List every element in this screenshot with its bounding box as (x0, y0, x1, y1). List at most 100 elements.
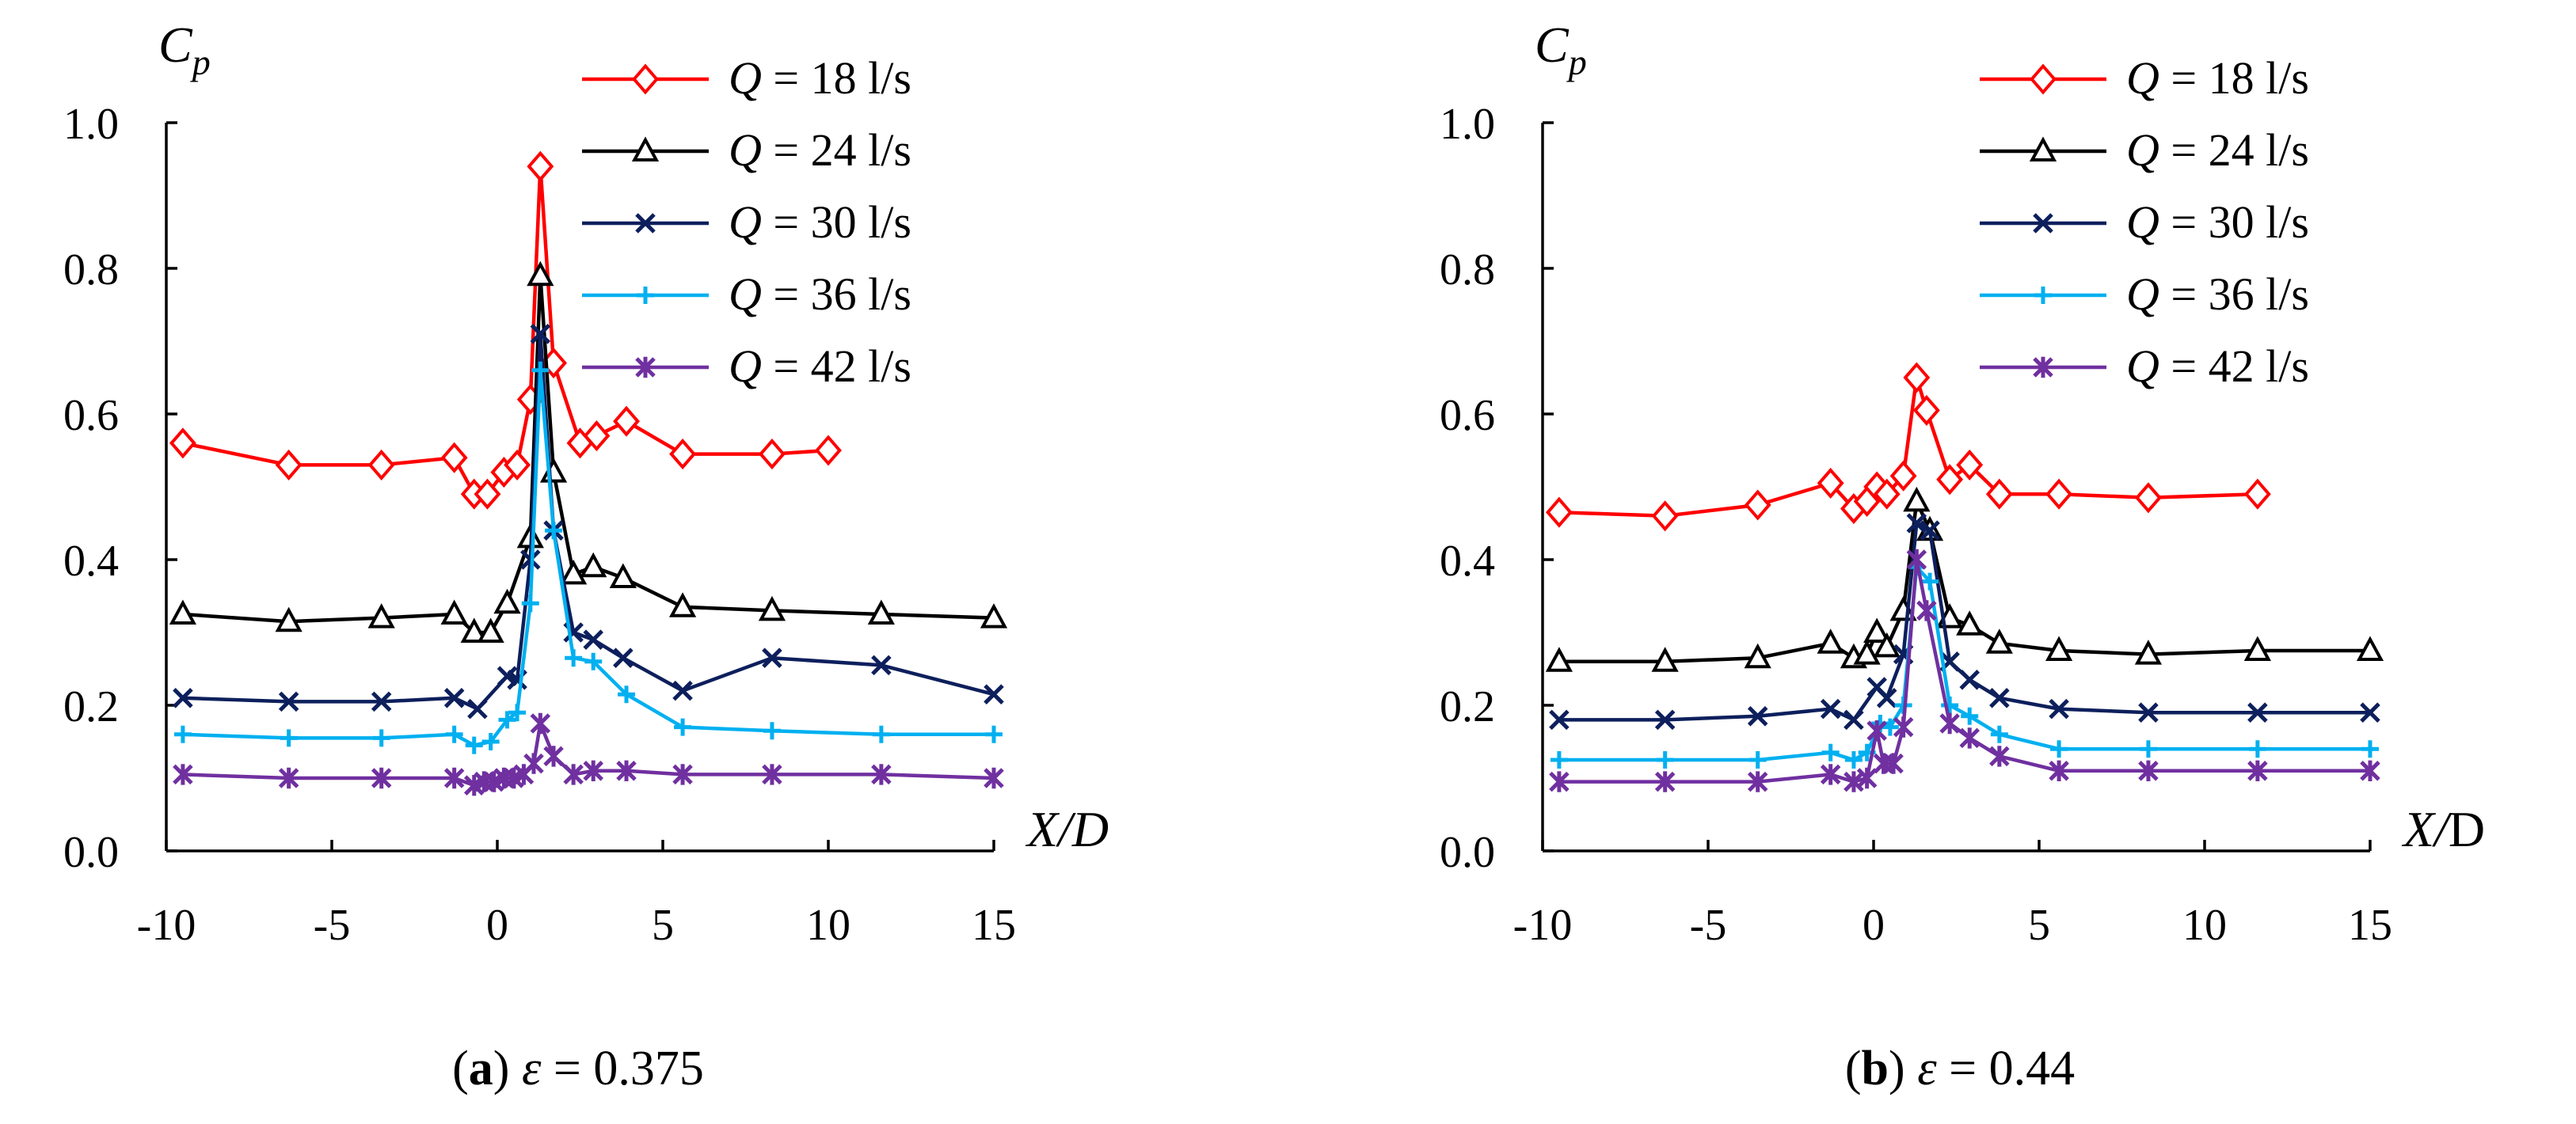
data-point (2050, 740, 2068, 758)
data-point (1748, 751, 1767, 769)
data-point (527, 260, 554, 287)
y-tick-label: 0.2 (63, 682, 119, 731)
x-axis-title-part: D (1071, 801, 1109, 857)
x-tick-label: 5 (2028, 901, 2050, 950)
data-point (871, 655, 892, 676)
caption-epsilon: ε (522, 1042, 542, 1096)
data-point (1985, 478, 2013, 510)
legend-label: Q = 24 l/s (729, 124, 911, 176)
series-q36 (173, 361, 1003, 754)
caption-value: = 0.375 (541, 1042, 703, 1096)
data-point (1989, 746, 2010, 767)
y-tick-label: 0.0 (63, 828, 119, 877)
data-point (2248, 740, 2266, 758)
caption-paren: ) (493, 1042, 522, 1096)
legend-swatch-marker (2033, 356, 2053, 378)
data-point (985, 725, 1003, 743)
data-point (173, 688, 193, 708)
data-point (443, 767, 465, 789)
data-point (445, 725, 463, 743)
legend-label: Q = 18 l/s (729, 52, 911, 104)
panel-b: 0.0 0.2 0.4 0.6 0.8 1.0 -10 -5 0 5 10 15 Cp X/D Q = 18… (1440, 17, 2485, 1096)
data-point (672, 680, 693, 701)
y-tick-label: 0.6 (1440, 391, 1495, 440)
data-point (465, 736, 483, 754)
data-point (1956, 610, 1984, 636)
data-point (1873, 478, 1901, 510)
data-point (1941, 697, 1959, 714)
data-point (1651, 500, 1679, 532)
legend-entry-q42: Q = 42 l/s (1980, 340, 2309, 392)
data-point (1961, 707, 1979, 725)
data-point (2045, 478, 2073, 510)
data-point (367, 603, 395, 628)
data-point (371, 767, 392, 789)
data-point (372, 729, 390, 747)
data-point (2045, 636, 2073, 661)
data-point (668, 592, 697, 617)
y-axis-title: Cp (1535, 17, 1587, 82)
data-point (498, 711, 516, 729)
x-axis-title-part: D (2449, 801, 2485, 857)
legend-entry-q18: Q = 18 l/s (1980, 52, 2309, 104)
legend-label: Q = 42 l/s (729, 340, 911, 392)
data-point (1989, 688, 2010, 708)
series-q30 (173, 324, 1004, 720)
y-tick-label: 0.8 (63, 245, 119, 294)
y-tick-label: 0.2 (1440, 682, 1495, 731)
data-point (1912, 394, 1940, 426)
data-point (1545, 647, 1573, 672)
data-point (1817, 467, 1844, 499)
data-point (531, 361, 550, 379)
x-axis-title: X/D (1025, 801, 1109, 857)
data-point (1853, 640, 1881, 665)
data-point (1549, 771, 1570, 792)
data-point (984, 684, 1004, 704)
data-point (758, 595, 786, 621)
x-tick-label: 15 (972, 901, 1016, 950)
data-point (521, 594, 539, 613)
data-point (613, 647, 634, 668)
x-axis-title: X/D (2401, 801, 2485, 857)
data-point (1654, 771, 1676, 792)
data-point (1936, 464, 1964, 496)
legend-swatch-marker (2030, 63, 2057, 95)
data-point (1817, 628, 1844, 654)
data-point (1747, 771, 1768, 792)
data-point (669, 439, 697, 470)
data-point (1893, 716, 1914, 738)
data-point (520, 549, 541, 570)
data-point (1956, 449, 1984, 480)
data-point (672, 764, 693, 785)
data-point (1906, 549, 1927, 571)
legend-entry-q18: Q = 18 l/s (582, 52, 911, 104)
y-tick-label: 1.0 (63, 100, 119, 149)
caption-epsilon: ε (1917, 1042, 1937, 1096)
data-point (1916, 600, 1937, 621)
legend-label: Q = 24 l/s (2126, 124, 2309, 176)
data-point (1939, 712, 1960, 735)
y-tick-label: 0.8 (1440, 245, 1495, 294)
data-point (545, 522, 563, 540)
data-point (1903, 362, 1931, 393)
data-point (275, 606, 302, 632)
legend-entry-q42: Q = 42 l/s (582, 340, 911, 392)
y-tick-label: 0.0 (1440, 828, 1495, 877)
data-point (481, 733, 500, 750)
legend-swatch-marker (631, 136, 660, 161)
data-point (1990, 725, 2008, 743)
data-point (758, 439, 786, 470)
data-point (1883, 753, 1904, 774)
data-point (280, 729, 298, 747)
data-point (565, 649, 583, 667)
x-tick-label: 5 (652, 901, 674, 950)
data-point (560, 559, 588, 585)
data-point (1821, 743, 1840, 761)
data-point (616, 760, 637, 781)
data-point (460, 617, 488, 643)
x-axis-title-part: X/ (1025, 801, 1076, 857)
x-axis-title-part: X/ (2401, 801, 2452, 857)
data-point (583, 760, 603, 781)
legend-swatch-marker (635, 213, 656, 234)
data-point (2360, 702, 2380, 723)
